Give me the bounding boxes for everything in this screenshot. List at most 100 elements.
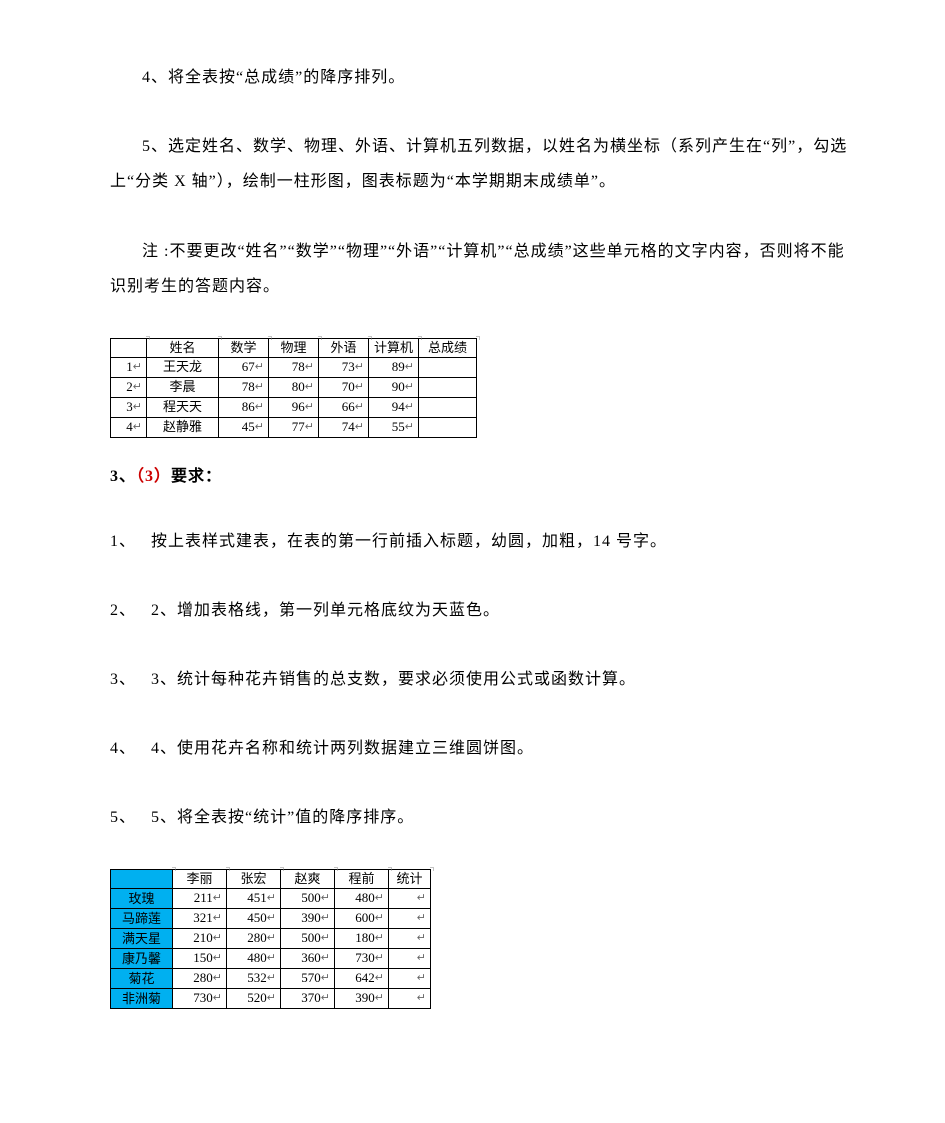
scores-header-name: 姓名: [147, 338, 219, 357]
scores-header-total: 总成绩: [419, 338, 477, 357]
heading-prefix: 3、: [110, 468, 136, 485]
row-index: 3↵: [111, 397, 147, 417]
flowers-header-zhanghong: 张宏: [227, 870, 281, 889]
scores-header-foreign: 外语: [319, 338, 369, 357]
table-row: 玫瑰 211↵ 451↵ 500↵ 480↵ ↵: [111, 889, 431, 909]
flowers-table: 李丽 张宏 赵爽 程前 统计 玫瑰 211↵ 451↵ 500↵ 480↵ ↵ …: [110, 869, 431, 1009]
flower-label: 菊花: [111, 969, 173, 989]
cell-math: 86↵: [219, 397, 269, 417]
cell-total: [419, 357, 477, 377]
scores-tbody: 1↵ 王天龙 67↵ 78↵ 73↵ 89↵ 2↵ 李晨 78↵ 80↵ 70↵…: [111, 357, 477, 437]
cell-v: 570↵: [281, 969, 335, 989]
table-row: 马蹄莲 321↵ 450↵ 390↵ 600↵ ↵: [111, 909, 431, 929]
req-number-inner: 5、: [151, 809, 177, 826]
scores-header-row: 姓名 数学 物理 外语 计算机 总成绩: [111, 338, 477, 357]
cell-stat: ↵: [389, 969, 431, 989]
req-text: 使用花卉名称和统计两列数据建立三维圆饼图。: [177, 740, 534, 757]
cell-total: [419, 397, 477, 417]
table-row: 4↵ 赵静雅 45↵ 77↵ 74↵ 55↵: [111, 417, 477, 437]
note-paragraph: 注 :不要更改“姓名”“数学”“物理”“外语”“计算机”“总成绩”这些单元格的文…: [110, 234, 855, 304]
cell-v: 280↵: [227, 929, 281, 949]
req-number-inner: 3、: [151, 671, 177, 688]
flowers-table-wrap: 李丽 张宏 赵爽 程前 统计 玫瑰 211↵ 451↵ 500↵ 480↵ ↵ …: [110, 869, 855, 1009]
cell-v: 210↵: [173, 929, 227, 949]
cell-computer: 55↵: [369, 417, 419, 437]
cell-stat: ↵: [389, 929, 431, 949]
req-number: 4、: [110, 740, 136, 757]
cell-foreign: 74↵: [319, 417, 369, 437]
cell-v: 180↵: [335, 929, 389, 949]
scores-table: 姓名 数学 物理 外语 计算机 总成绩 1↵ 王天龙 67↵ 78↵ 73↵ 8…: [110, 338, 477, 438]
scores-table-wrap: 姓名 数学 物理 外语 计算机 总成绩 1↵ 王天龙 67↵ 78↵ 73↵ 8…: [110, 338, 855, 438]
flower-label: 满天星: [111, 929, 173, 949]
row-name: 程天天: [147, 397, 219, 417]
heading-red: （3）: [136, 468, 171, 485]
cell-v: 532↵: [227, 969, 281, 989]
cell-total: [419, 377, 477, 397]
req-item-5: 5、 5、将全表按“统计”值的降序排序。: [110, 800, 855, 835]
req-text: 增加表格线，第一列单元格底纹为天蓝色。: [177, 602, 500, 619]
cell-v: 642↵: [335, 969, 389, 989]
row-index: 1↵: [111, 357, 147, 377]
cell-foreign: 66↵: [319, 397, 369, 417]
flowers-header-zhaoshuang: 赵爽: [281, 870, 335, 889]
req-text: 统计每种花卉销售的总支数，要求必须使用公式或函数计算。: [177, 671, 636, 688]
paragraph-5-text: 5、选定姓名、数学、物理、外语、计算机五列数据，以姓名为横坐标（系列产生在“列”…: [110, 138, 847, 190]
cell-computer: 89↵: [369, 357, 419, 377]
cell-stat: ↵: [389, 989, 431, 1009]
cell-v: 450↵: [227, 909, 281, 929]
flowers-header-chengqian: 程前: [335, 870, 389, 889]
table-row: 1↵ 王天龙 67↵ 78↵ 73↵ 89↵: [111, 357, 477, 377]
flower-label: 马蹄莲: [111, 909, 173, 929]
req-text: 按上表样式建表，在表的第一行前插入标题，幼圆，加粗，14 号字。: [151, 533, 667, 550]
section-3-heading: 3、（3）要求：: [110, 464, 855, 490]
req-item-4: 4、 4、使用花卉名称和统计两列数据建立三维圆饼图。: [110, 731, 855, 766]
req-number-inner: 4、: [151, 740, 177, 757]
req-number: 5、: [110, 809, 136, 826]
cell-math: 67↵: [219, 357, 269, 377]
cell-v: 360↵: [281, 949, 335, 969]
req-number: 2、: [110, 602, 136, 619]
cell-v: 730↵: [335, 949, 389, 969]
cell-computer: 94↵: [369, 397, 419, 417]
cell-v: 451↵: [227, 889, 281, 909]
req-item-1: 1、 按上表样式建表，在表的第一行前插入标题，幼圆，加粗，14 号字。: [110, 524, 855, 559]
cell-v: 390↵: [281, 909, 335, 929]
cell-v: 150↵: [173, 949, 227, 969]
cell-v: 370↵: [281, 989, 335, 1009]
cell-v: 280↵: [173, 969, 227, 989]
table-row: 2↵ 李晨 78↵ 80↵ 70↵ 90↵: [111, 377, 477, 397]
scores-header-blank: [111, 338, 147, 357]
table-row: 非洲菊 730↵ 520↵ 370↵ 390↵ ↵: [111, 989, 431, 1009]
row-index: 2↵: [111, 377, 147, 397]
flower-label: 玫瑰: [111, 889, 173, 909]
req-number: 1、: [110, 533, 136, 550]
cell-math: 45↵: [219, 417, 269, 437]
table-row: 满天星 210↵ 280↵ 500↵ 180↵ ↵: [111, 929, 431, 949]
scores-header-computer: 计算机: [369, 338, 419, 357]
cell-v: 500↵: [281, 929, 335, 949]
req-item-3: 3、 3、统计每种花卉销售的总支数，要求必须使用公式或函数计算。: [110, 662, 855, 697]
row-name: 王天龙: [147, 357, 219, 377]
cell-stat: ↵: [389, 949, 431, 969]
note-text: 注 :不要更改“姓名”“数学”“物理”“外语”“计算机”“总成绩”这些单元格的文…: [110, 243, 845, 295]
table-row: 菊花 280↵ 532↵ 570↵ 642↵ ↵: [111, 969, 431, 989]
cell-v: 520↵: [227, 989, 281, 1009]
row-name: 赵静雅: [147, 417, 219, 437]
flowers-header-lili: 李丽: [173, 870, 227, 889]
cell-v: 730↵: [173, 989, 227, 1009]
heading-suffix: 要求: [171, 468, 205, 485]
cell-v: 600↵: [335, 909, 389, 929]
row-index: 4↵: [111, 417, 147, 437]
cell-v: 211↵: [173, 889, 227, 909]
table-row: 康乃馨 150↵ 480↵ 360↵ 730↵ ↵: [111, 949, 431, 969]
cell-physics: 96↵: [269, 397, 319, 417]
cell-physics: 77↵: [269, 417, 319, 437]
cell-total: [419, 417, 477, 437]
cell-foreign: 73↵: [319, 357, 369, 377]
cell-math: 78↵: [219, 377, 269, 397]
cell-physics: 80↵: [269, 377, 319, 397]
heading-colon: ：: [205, 468, 222, 485]
flowers-tbody: 玫瑰 211↵ 451↵ 500↵ 480↵ ↵ 马蹄莲 321↵ 450↵ 3…: [111, 889, 431, 1009]
cell-v: 321↵: [173, 909, 227, 929]
